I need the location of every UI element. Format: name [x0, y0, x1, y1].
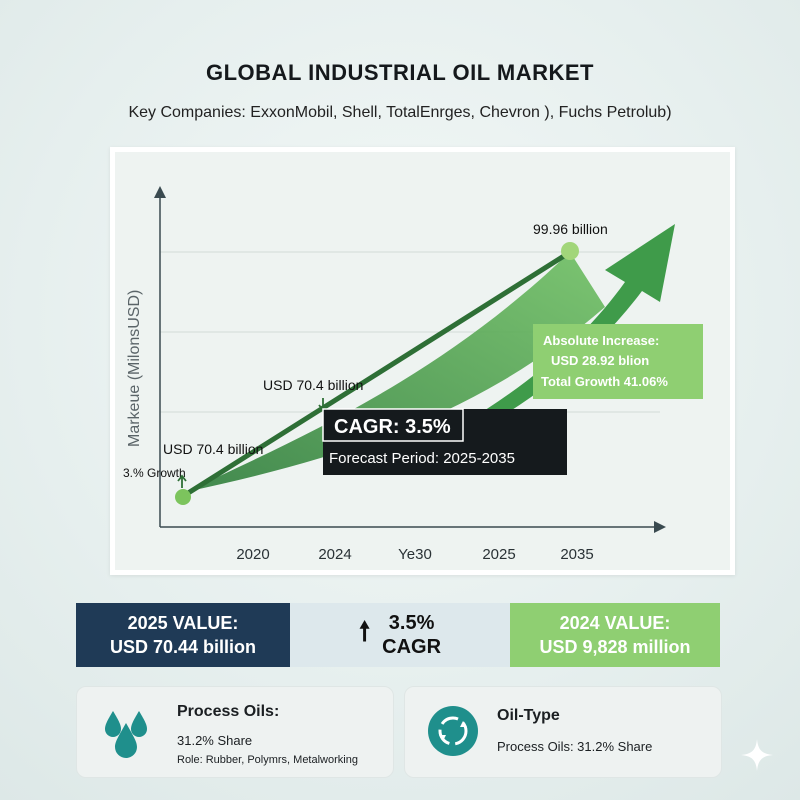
page-title: GLOBAL INDUSTRIAL OIL MARKET [206, 60, 594, 85]
process-oils-share: 31.2% Share [177, 733, 253, 748]
stat-cagr: 🠕 3.5% CAGR [290, 603, 510, 667]
stat-cagr-label: CAGR [382, 636, 442, 658]
y-axis-label: Markeue (MilonsUSD) [126, 290, 143, 447]
stat-cagr-value: 3.5% [388, 612, 435, 634]
stat-2025-label: 2025 VALUE: [127, 613, 239, 633]
trend-line [182, 246, 578, 498]
x-tick-label: 2024 [318, 546, 351, 563]
point-label-mid: USD 70.4 billion [263, 377, 363, 393]
stat-2024-label: 2024 VALUE: [559, 613, 671, 633]
growth-area [185, 252, 605, 492]
page-subtitle: Key Companies: ExxonMobil, Shell, TotalE… [128, 104, 672, 121]
process-oils-role: Role: Rubber, Polymrs, Metalworking [177, 754, 358, 766]
recycle-icon [428, 706, 478, 756]
stat-2025-amount: USD 70.44 billion [109, 637, 257, 657]
data-point-end [561, 242, 579, 260]
small-arrow-icon [177, 474, 187, 488]
process-oils-card: Process Oils: 31.2% Share Role: Rubber, … [76, 686, 394, 778]
droplets-icon [105, 711, 147, 758]
stat-2025-value: 2025 VALUE: USD 70.44 billion [76, 603, 290, 667]
x-tick-label: Ye30 [398, 546, 432, 563]
increase-box [533, 324, 703, 399]
increase-line2: USD 28.92 blion [551, 353, 649, 368]
up-arrow-icon: 🠕 [358, 616, 371, 646]
x-tick-label: 2020 [236, 546, 269, 563]
cagr-title: CAGR: 3.5% [334, 416, 451, 438]
chart-card: Markeue (MilonsUSD) 2020 2024 Ye30 2025 2035… [110, 147, 735, 575]
x-tick-label: 2035 [560, 546, 593, 563]
increase-line3: Total Growth 41.06% [541, 374, 668, 389]
data-point-start [175, 489, 191, 505]
oil-type-card: Oil-Type Process Oils: 31.2% Share [404, 686, 722, 778]
process-oils-title: Process Oils: [177, 703, 280, 720]
market-chart: Markeue (MilonsUSD) 2020 2024 Ye30 2025 2035… [123, 186, 703, 563]
cagr-subtitle: Forecast Period: 2025-2035 [329, 450, 515, 467]
stat-2024-amount: USD 9,828 million [539, 637, 691, 657]
x-tick-label: 2025 [482, 546, 515, 563]
point-sublabel-start: 3.% Growth [123, 466, 186, 480]
sparkle-icon [741, 739, 773, 771]
increase-line1: Absolute Increase: [543, 333, 659, 348]
point-label-end: 99.96 billion [533, 221, 608, 237]
stat-2024-value: 2024 VALUE: USD 9,828 million [510, 603, 720, 667]
oil-type-share: Process Oils: 31.2% Share [497, 739, 653, 754]
oil-type-title: Oil-Type [497, 707, 560, 724]
cagr-title-bg [322, 408, 464, 442]
point-label-start: USD 70.4 billion [163, 441, 263, 457]
